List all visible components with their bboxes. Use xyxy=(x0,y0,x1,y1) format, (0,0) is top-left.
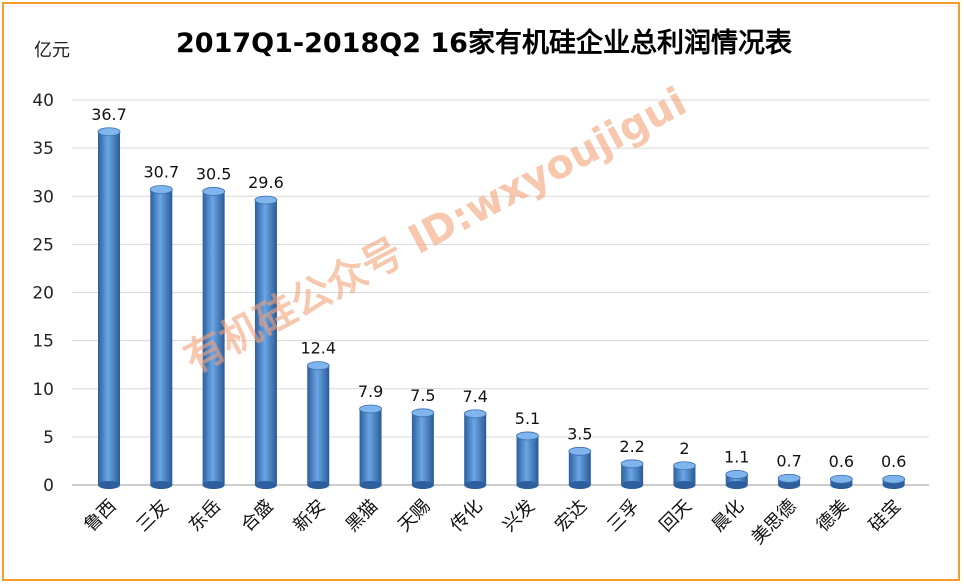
bar xyxy=(411,412,434,485)
bar-top xyxy=(359,404,382,414)
bar xyxy=(725,474,748,485)
bar xyxy=(254,200,277,485)
bar-top xyxy=(882,474,906,484)
x-tick-label: 天赐 xyxy=(394,496,434,536)
y-tick-label: 40 xyxy=(32,91,54,111)
data-label: 3.5 xyxy=(567,424,592,443)
data-label: 30.7 xyxy=(144,163,180,182)
bar-top xyxy=(725,470,749,479)
x-tick-label: 新安 xyxy=(289,496,329,536)
bar-base xyxy=(307,481,330,489)
bar-top xyxy=(829,474,853,484)
y-axis-label: 亿元 xyxy=(34,40,70,61)
x-tick-label: 晨化 xyxy=(708,496,748,536)
bar-top xyxy=(777,473,801,483)
data-label: 12.4 xyxy=(300,339,336,358)
watermark: 有机硅公众号 ID:wxyoujigui xyxy=(177,79,694,383)
bar xyxy=(307,365,330,485)
bar-chart: 0 5 10 15 20 25 30 35 40 36.7 鲁西 30.7 三友 30.5 东岳 29.6 合盛… xyxy=(32,27,929,549)
x-tick-label: 东岳 xyxy=(185,496,225,536)
bar xyxy=(150,189,173,485)
y-tick-label: 25 xyxy=(32,235,54,255)
x-tick-label: 鲁西 xyxy=(80,496,120,536)
bar xyxy=(359,408,382,485)
bar-top xyxy=(202,187,226,196)
y-tick-label: 0 xyxy=(43,476,54,496)
data-label: 7.9 xyxy=(358,382,383,401)
data-label: 7.5 xyxy=(410,386,435,405)
bar xyxy=(568,451,591,485)
x-tick-label: 德美 xyxy=(813,496,853,536)
x-tick-label: 硅宝 xyxy=(865,496,905,536)
data-label: 36.7 xyxy=(91,105,127,124)
x-tick-label: 黑猫 xyxy=(342,496,382,536)
bar-top xyxy=(463,409,487,419)
y-tick-label: 10 xyxy=(32,380,54,400)
bar xyxy=(621,463,644,485)
x-tick-label: 三孚 xyxy=(603,496,643,536)
x-tick-label: 回天 xyxy=(656,496,696,536)
bar-base xyxy=(778,481,801,489)
x-tick-label: 兴发 xyxy=(499,496,539,536)
x-tick-label: 宏达 xyxy=(551,496,591,536)
bar-top xyxy=(97,127,121,137)
bar xyxy=(202,191,225,485)
bar-top xyxy=(620,459,644,469)
y-tick-label: 30 xyxy=(32,187,54,207)
x-tick-label: 美思德 xyxy=(748,496,801,549)
bar-base xyxy=(202,481,225,489)
x-tick-label: 传化 xyxy=(446,496,486,536)
data-label: 0.7 xyxy=(776,451,801,470)
y-tick-label: 5 xyxy=(43,428,54,448)
bar-top xyxy=(568,446,592,456)
data-label: 5.1 xyxy=(515,409,540,428)
y-tick-label: 20 xyxy=(32,284,54,304)
data-label: 1.1 xyxy=(724,447,749,466)
bar-base xyxy=(411,481,434,489)
bar-base xyxy=(98,481,120,489)
y-tick-label: 35 xyxy=(32,139,54,159)
bar-base xyxy=(673,481,696,489)
x-tick-label: 合盛 xyxy=(237,496,277,536)
bar xyxy=(98,131,120,485)
bar-base xyxy=(516,481,539,489)
bar-top xyxy=(411,408,435,418)
bar-top xyxy=(516,431,539,441)
data-label: 30.5 xyxy=(196,164,232,183)
bar-base xyxy=(150,481,173,489)
bar xyxy=(673,465,696,485)
chart-title: 2017Q1-2018Q2 16家有机硅企业总利润情况表 xyxy=(176,27,792,59)
bar-base xyxy=(568,481,591,489)
bar-base xyxy=(725,481,748,489)
bar-top xyxy=(306,361,330,371)
data-label: 2.2 xyxy=(619,437,644,456)
data-label: 2 xyxy=(679,439,689,458)
y-tick-label: 15 xyxy=(32,332,54,352)
bar-top xyxy=(673,461,696,471)
data-label: 0.6 xyxy=(881,452,906,471)
data-label: 7.4 xyxy=(462,387,487,406)
bar-top xyxy=(149,185,173,194)
data-label: 29.6 xyxy=(248,173,284,192)
x-tick-label: 三友 xyxy=(133,496,173,536)
bar xyxy=(516,435,539,485)
bar-base xyxy=(621,481,644,489)
bar-base xyxy=(254,481,277,489)
bar-top xyxy=(254,195,278,205)
bar-base xyxy=(464,481,487,489)
bar-base xyxy=(359,481,382,489)
bar xyxy=(464,413,487,485)
data-label: 0.6 xyxy=(829,452,854,471)
